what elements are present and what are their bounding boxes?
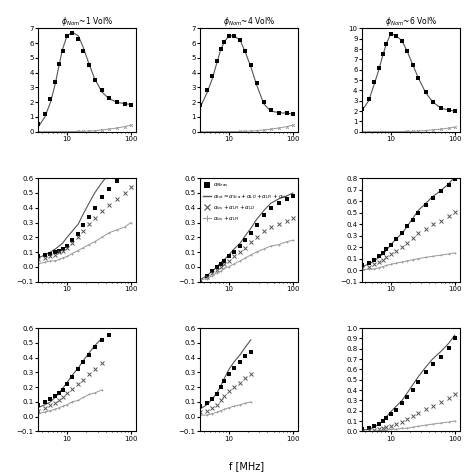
Legend: $\alpha_{Meas}$, $\alpha_{tot}=\alpha_{Sca}+\alpha_{LD}+\alpha_{LFI}+\alpha_{vis: $\alpha_{Meas}$, $\alpha_{tot}=\alpha_{S… (202, 181, 290, 223)
Title: $\phi_{Nom}$~4 Vol%: $\phi_{Nom}$~4 Vol% (223, 16, 275, 28)
Title: $\phi_{Nom}$~1 Vol%: $\phi_{Nom}$~1 Vol% (61, 16, 113, 28)
Title: $\phi_{Nom}$~6 Vol%: $\phi_{Nom}$~6 Vol% (384, 16, 437, 28)
Text: f [MHz]: f [MHz] (229, 461, 264, 471)
